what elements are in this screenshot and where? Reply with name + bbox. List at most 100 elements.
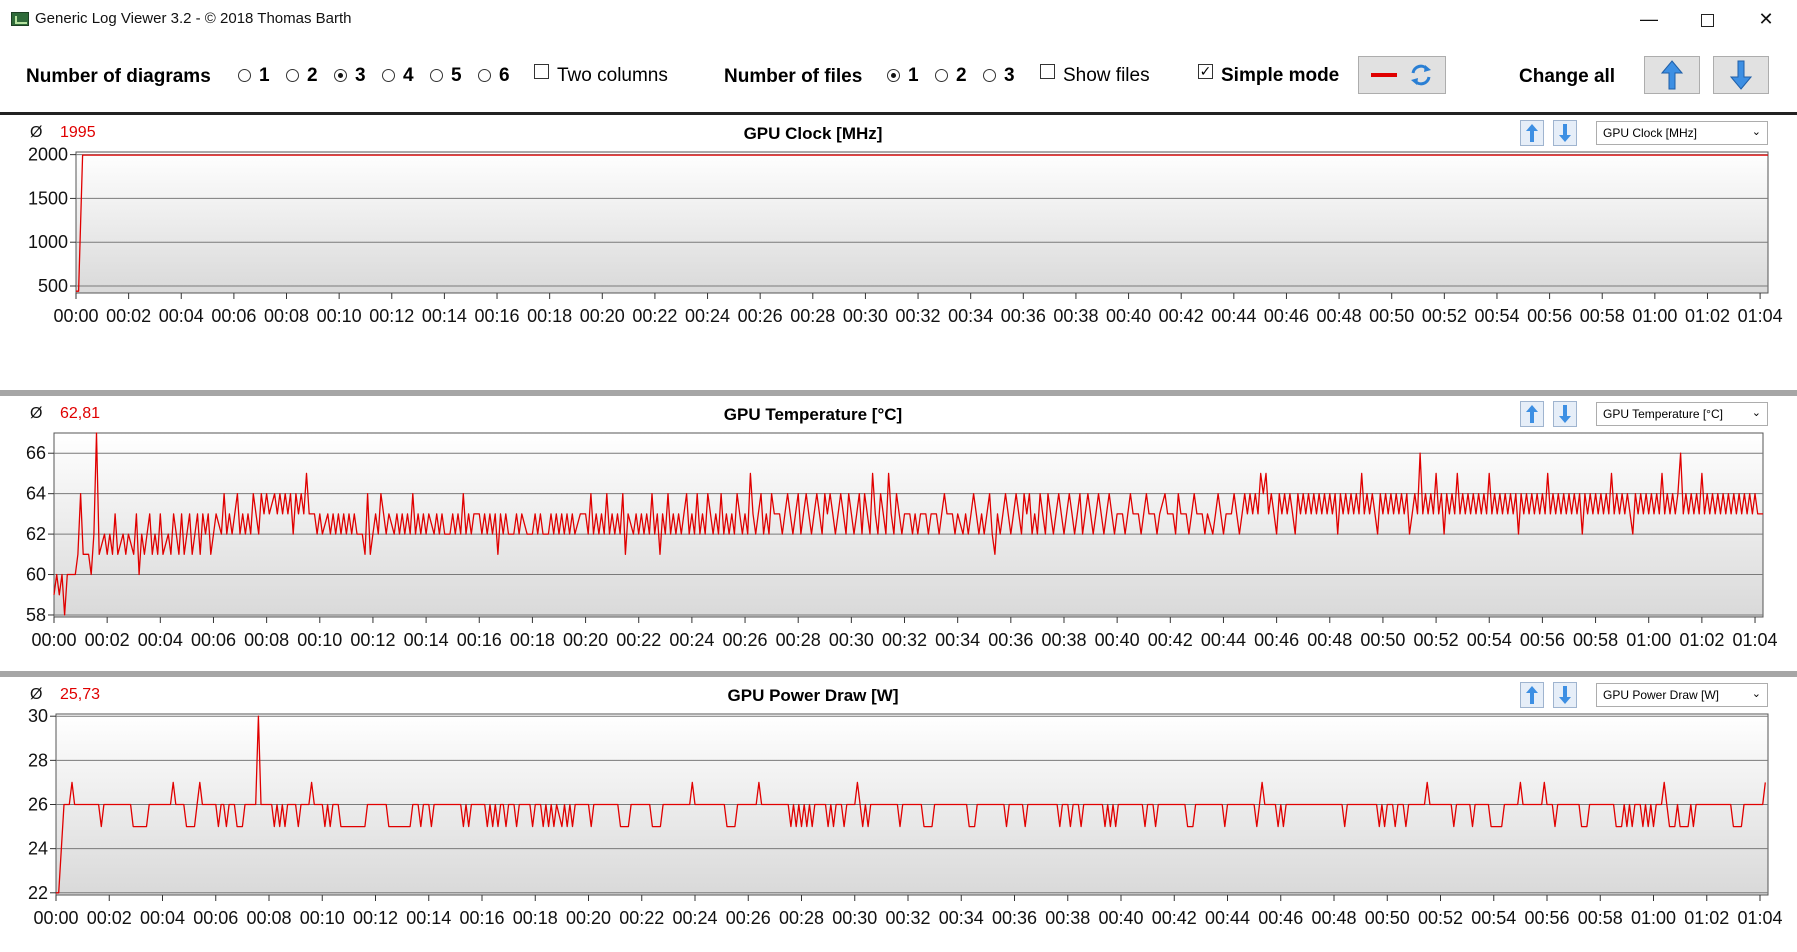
series-select[interactable]: GPU Temperature [°C] ⌄ (1596, 402, 1768, 426)
y-tick-label: 22 (28, 883, 48, 903)
checkmark-icon: ✓ (1199, 63, 1212, 79)
x-tick-label: 00:54 (1474, 306, 1519, 326)
x-tick-label: 00:16 (475, 306, 520, 326)
average-value: 1995 (60, 124, 96, 141)
simple-mode-checkbox[interactable]: ✓ (1198, 64, 1213, 79)
x-tick-label: 00:26 (738, 306, 783, 326)
x-tick-label: 00:02 (106, 306, 151, 326)
panel-separator (0, 390, 1797, 396)
y-tick-label: 58 (26, 605, 46, 625)
x-tick-label: 01:00 (1632, 306, 1677, 326)
diagrams-radio-3[interactable] (334, 69, 347, 82)
chart-panel-temperature: Ø 62,81 GPU Temperature [°C] GPU Tempera… (0, 396, 1797, 671)
move-up-button[interactable] (1520, 120, 1544, 146)
x-tick-label: 00:10 (300, 908, 345, 928)
move-all-up-button[interactable] (1644, 56, 1700, 94)
x-tick-label: 00:26 (726, 908, 771, 928)
x-tick-label: 00:42 (1148, 630, 1193, 650)
diagrams-radio-6-label: 6 (499, 65, 510, 86)
x-tick-label: 01:04 (1738, 306, 1783, 326)
x-tick-label: 00:56 (1527, 306, 1572, 326)
line-chart: 58 60 62 64 66 00:00 00:02 00:04 00:06 00:08 00:10… (26, 432, 1778, 650)
x-tick-label: 00:32 (896, 306, 941, 326)
arrow-down-icon (1730, 60, 1752, 90)
chart-title: GPU Power Draw [W] (727, 686, 899, 705)
move-down-button[interactable] (1553, 120, 1577, 146)
x-tick-label: 00:06 (191, 630, 236, 650)
x-tick-label: 00:12 (350, 630, 395, 650)
x-tick-label: 00:58 (1580, 306, 1625, 326)
series-select-value: GPU Power Draw [W] (1603, 688, 1720, 702)
x-tick-label: 00:20 (563, 630, 608, 650)
x-tick-label: 00:40 (1095, 630, 1140, 650)
y-tick-label: 62 (26, 524, 46, 544)
chart-title: GPU Temperature [°C] (723, 405, 903, 424)
files-radio-2[interactable] (935, 69, 948, 82)
x-tick-label: 00:14 (404, 630, 449, 650)
x-tick-label: 01:02 (1685, 306, 1730, 326)
chevron-down-icon: ⌄ (1751, 688, 1761, 700)
x-tick-label: 00:06 (193, 908, 238, 928)
x-tick-label: 00:46 (1254, 630, 1299, 650)
series-select[interactable]: GPU Power Draw [W] ⌄ (1596, 683, 1768, 707)
x-tick-label: 00:38 (1041, 630, 1086, 650)
x-tick-label: 00:18 (527, 306, 572, 326)
x-tick-label: 00:24 (685, 306, 730, 326)
x-tick-label: 00:28 (776, 630, 821, 650)
color-swap-button[interactable] (1358, 56, 1446, 94)
x-tick-label: 00:14 (422, 306, 467, 326)
simple-mode-label: Simple mode (1221, 65, 1340, 86)
diagrams-radio-6[interactable] (478, 69, 491, 82)
x-tick-label: 00:20 (566, 908, 611, 928)
diagrams-radio-5[interactable] (430, 69, 443, 82)
diagrams-radio-1[interactable] (238, 69, 251, 82)
files-radio-3[interactable] (983, 69, 996, 82)
x-tick-label: 00:04 (159, 306, 204, 326)
move-down-button[interactable] (1553, 682, 1577, 708)
x-tick-label: 00:22 (616, 630, 661, 650)
series-select[interactable]: GPU Clock [MHz] ⌄ (1596, 121, 1768, 145)
x-tick-label: 00:44 (1211, 306, 1256, 326)
diagrams-radio-1-label: 1 (259, 65, 270, 86)
x-tick-label: 00:44 (1205, 908, 1250, 928)
minimize-icon: — (1640, 9, 1658, 29)
series-line (56, 715, 1766, 894)
x-tick-label: 00:40 (1098, 908, 1143, 928)
swap-icon (1411, 64, 1431, 86)
y-tick-label: 1500 (28, 188, 68, 208)
files-radio-1[interactable] (887, 69, 900, 82)
x-tick-label: 00:56 (1524, 908, 1569, 928)
maximize-button[interactable] (1678, 0, 1736, 38)
x-tick-label: 00:02 (87, 908, 132, 928)
move-up-button[interactable] (1520, 682, 1544, 708)
diagrams-radio-4[interactable] (382, 69, 395, 82)
y-tick-label: 26 (28, 795, 48, 815)
move-all-down-button[interactable] (1713, 56, 1769, 94)
move-down-button[interactable] (1553, 401, 1577, 427)
two-columns-checkbox[interactable] (534, 64, 549, 79)
files-radio-2-label: 2 (956, 65, 967, 86)
arrow-down-icon (1559, 686, 1571, 704)
move-up-button[interactable] (1520, 401, 1544, 427)
plot-area (75, 151, 1769, 294)
show-files-label: Show files (1063, 65, 1150, 86)
close-button[interactable]: ✕ (1737, 0, 1795, 38)
y-tick-label: 30 (28, 706, 48, 726)
diagrams-radio-2[interactable] (286, 69, 299, 82)
average-symbol: Ø (30, 686, 43, 703)
series-select-value: GPU Clock [MHz] (1603, 126, 1698, 140)
x-tick-label: 00:20 (580, 306, 625, 326)
x-tick-label: 00:12 (353, 908, 398, 928)
x-tick-label: 00:08 (264, 306, 309, 326)
x-tick-label: 00:30 (843, 306, 888, 326)
minimize-button[interactable]: — (1620, 0, 1678, 38)
arrow-up-icon (1526, 686, 1538, 704)
show-files-checkbox[interactable] (1040, 64, 1055, 79)
x-tick-label: 00:24 (669, 630, 714, 650)
two-columns-label: Two columns (557, 65, 668, 86)
x-tick-label: 00:50 (1369, 306, 1414, 326)
x-tick-label: 00:36 (992, 908, 1037, 928)
line-color-swatch (1371, 73, 1397, 77)
y-tick-label: 24 (28, 839, 48, 859)
x-tick-label: 00:28 (790, 306, 835, 326)
